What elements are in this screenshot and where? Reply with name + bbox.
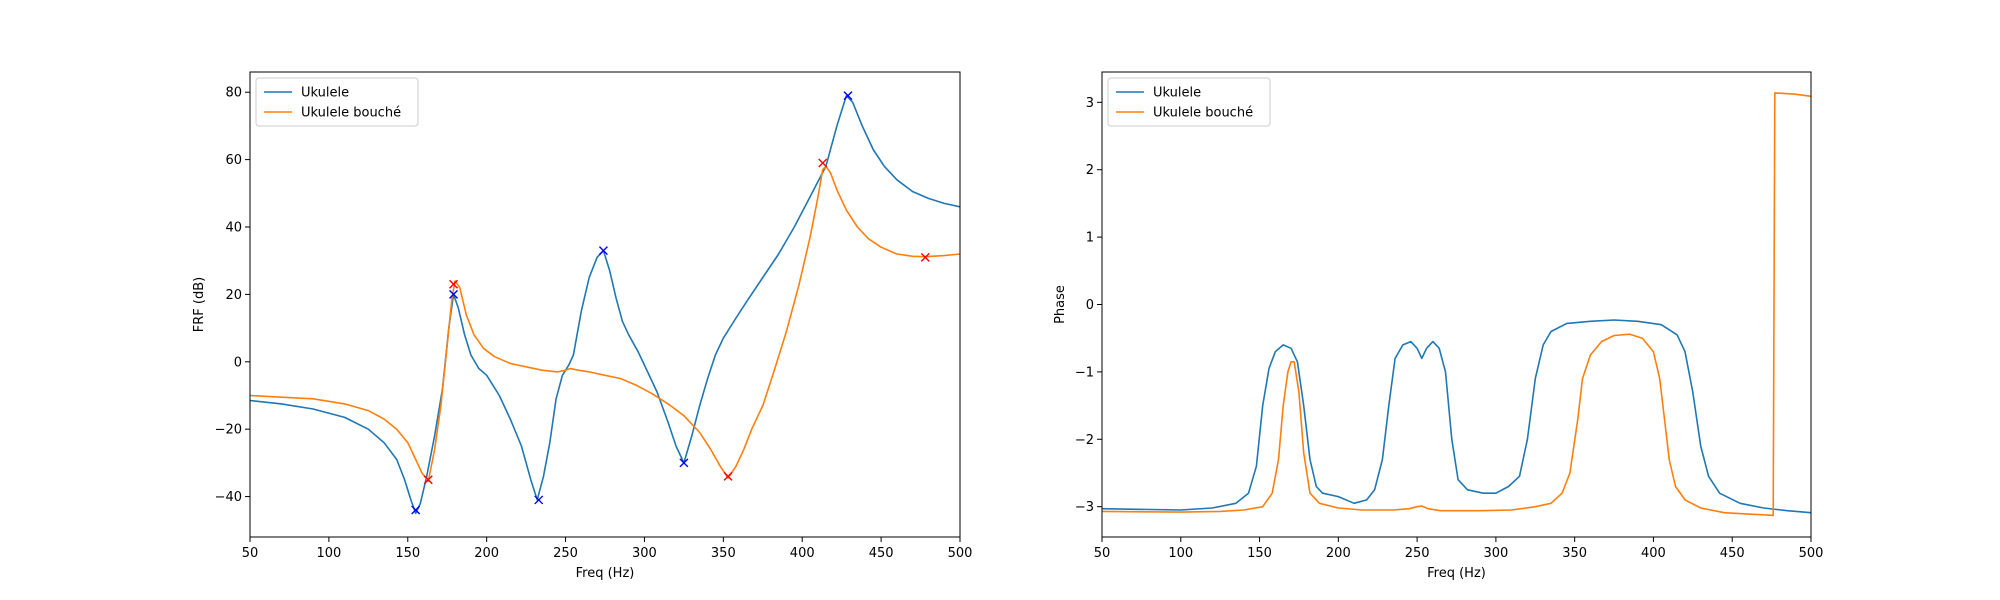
y-axis-label: Phase — [1053, 285, 1068, 324]
x-tick-label: 350 — [1562, 546, 1587, 561]
x-tick-label: 400 — [1641, 546, 1666, 561]
y-ticks: −40 −20 0 20 40 60 80 — [215, 86, 250, 505]
y-tick-label: 60 — [225, 153, 242, 168]
y-tick-label: 80 — [225, 86, 242, 101]
legend-label-ukulele-bouche: Ukulele bouché — [301, 106, 401, 121]
legend-label-ukulele-bouche: Ukulele bouché — [1153, 106, 1253, 121]
legend-label-ukulele: Ukulele — [301, 86, 349, 101]
x-tick-label: 150 — [1247, 546, 1272, 561]
y-tick-label: −40 — [215, 490, 242, 505]
series-line — [1102, 92, 1811, 517]
peak-marker — [920, 252, 930, 262]
legend: Ukulele Ukulele bouché — [1107, 77, 1271, 127]
peak-marker — [723, 471, 733, 481]
peak-marker — [843, 91, 853, 101]
x-tick-label: 100 — [1168, 546, 1193, 561]
x-axis-label: Freq (Hz) — [576, 566, 635, 581]
y-tick-label: 0 — [1086, 298, 1094, 313]
x-tick-label: 150 — [395, 546, 420, 561]
peak-marker — [449, 279, 459, 289]
y-tick-label: 40 — [225, 221, 242, 236]
peak-marker — [423, 475, 433, 485]
y-tick-label: −20 — [215, 423, 242, 438]
y-ticks: −3 −2 −1 0 1 2 3 — [1075, 96, 1102, 515]
y-tick-label: −2 — [1075, 433, 1094, 448]
x-tick-label: 50 — [242, 546, 259, 561]
series-lines — [250, 94, 960, 515]
peak-marker — [679, 458, 689, 468]
legend-box — [1107, 77, 1271, 127]
peak-marker — [449, 289, 459, 299]
y-tick-label: −1 — [1075, 365, 1094, 380]
peak-markers — [411, 91, 930, 515]
y-tick-label: 2 — [1086, 163, 1094, 178]
x-axis-label: Freq (Hz) — [1427, 566, 1486, 581]
series-line — [250, 94, 960, 515]
peak-marker — [411, 505, 421, 515]
x-tick-label: 250 — [553, 546, 578, 561]
plot-area — [1102, 72, 1811, 537]
frf-chart: 50 100 150 200 250 300 350 400 450 500 −40 −20 0 20 4… — [192, 71, 973, 581]
y-tick-label: 20 — [225, 288, 242, 303]
legend: Ukulele Ukulele bouché — [255, 77, 419, 127]
x-tick-label: 50 — [1094, 546, 1111, 561]
x-tick-label: 450 — [1720, 546, 1745, 561]
y-tick-label: 0 — [234, 355, 242, 370]
y-tick-label: −3 — [1075, 500, 1094, 515]
x-tick-label: 250 — [1405, 546, 1430, 561]
y-tick-label: 3 — [1086, 96, 1094, 111]
y-tick-label: 1 — [1086, 231, 1094, 246]
x-tick-label: 400 — [790, 546, 815, 561]
legend-box — [255, 77, 419, 127]
x-tick-label: 300 — [632, 546, 657, 561]
x-tick-label: 500 — [948, 546, 973, 561]
peak-marker — [818, 158, 828, 168]
plot-area — [250, 72, 960, 537]
x-tick-label: 500 — [1799, 546, 1824, 561]
x-ticks: 50 100 150 200 250 300 350 400 450 500 — [1094, 537, 1824, 561]
x-tick-label: 300 — [1483, 546, 1508, 561]
x-tick-label: 200 — [474, 546, 499, 561]
x-ticks: 50 100 150 200 250 300 350 400 450 500 — [242, 537, 973, 561]
peak-marker — [534, 495, 544, 505]
x-tick-label: 100 — [316, 546, 341, 561]
legend-label-ukulele: Ukulele — [1153, 86, 1201, 101]
series-line — [250, 165, 960, 483]
series-lines — [1102, 92, 1811, 517]
series-line — [1102, 319, 1811, 514]
x-tick-label: 200 — [1326, 546, 1351, 561]
phase-chart: 50 100 150 200 250 300 350 400 450 500 −3 −2 −1 0 1 2 3… — [1053, 71, 1824, 581]
plot-frame — [1101, 71, 1812, 538]
y-axis-label: FRF (dB) — [192, 277, 207, 332]
x-tick-label: 350 — [711, 546, 736, 561]
x-tick-label: 450 — [869, 546, 894, 561]
peak-marker — [598, 246, 608, 256]
plot-frame — [249, 71, 961, 538]
